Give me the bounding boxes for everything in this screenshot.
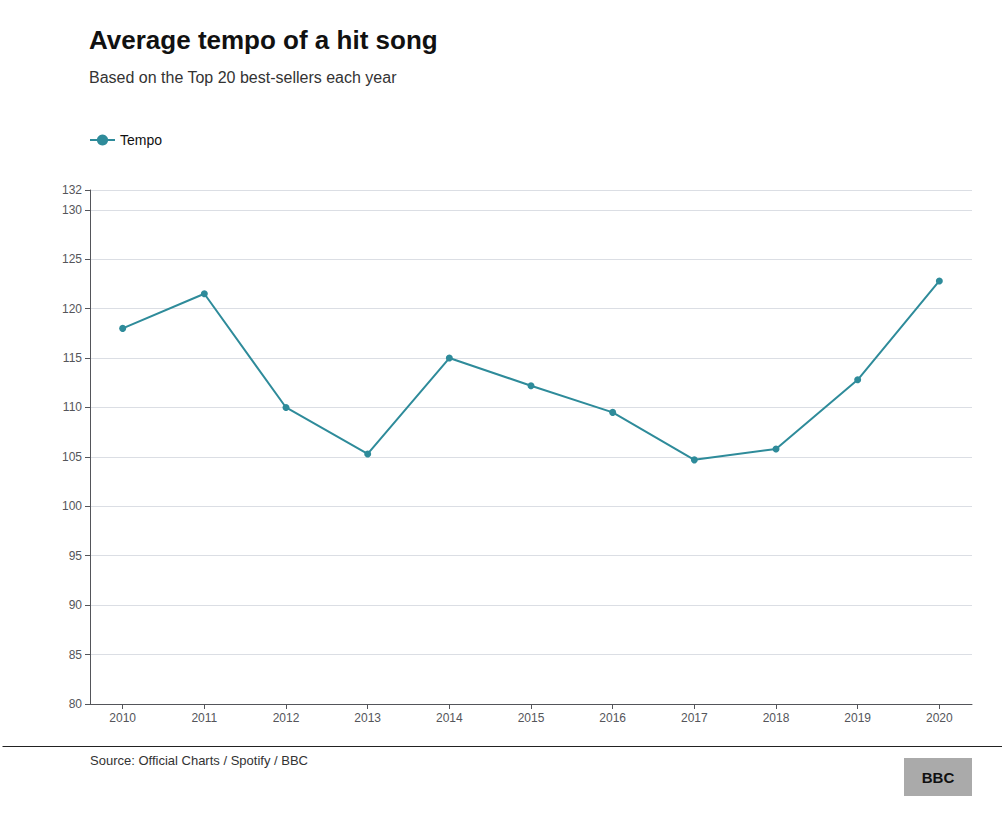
svg-text:2019: 2019 xyxy=(844,711,871,725)
svg-text:90: 90 xyxy=(69,598,83,612)
svg-text:Average tempo of a hit song: Average tempo of a hit song xyxy=(89,25,438,55)
svg-text:2014: 2014 xyxy=(436,711,463,725)
svg-text:130: 130 xyxy=(62,203,82,217)
svg-text:100: 100 xyxy=(62,499,82,513)
svg-text:2017: 2017 xyxy=(681,711,708,725)
svg-text:2016: 2016 xyxy=(599,711,626,725)
svg-text:125: 125 xyxy=(62,252,82,266)
svg-text:2015: 2015 xyxy=(518,711,545,725)
svg-text:85: 85 xyxy=(69,648,83,662)
svg-text:115: 115 xyxy=(63,351,82,365)
svg-text:2013: 2013 xyxy=(354,711,381,725)
svg-text:Tempo: Tempo xyxy=(120,132,162,148)
svg-text:110: 110 xyxy=(63,400,82,414)
svg-text:95: 95 xyxy=(69,549,83,563)
svg-text:132: 132 xyxy=(62,183,82,197)
svg-text:Source: Official Charts / Spot: Source: Official Charts / Spotify / BBC xyxy=(90,753,308,768)
svg-text:2018: 2018 xyxy=(763,711,790,725)
svg-text:2020: 2020 xyxy=(926,711,953,725)
svg-text:2011: 2011 xyxy=(191,711,217,725)
svg-text:Based on the Top 20 best-selle: Based on the Top 20 best-sellers each ye… xyxy=(89,69,397,86)
svg-text:2012: 2012 xyxy=(273,711,300,725)
svg-text:120: 120 xyxy=(62,302,82,316)
svg-text:105: 105 xyxy=(62,450,82,464)
svg-text:2010: 2010 xyxy=(109,711,136,725)
svg-text:BBC: BBC xyxy=(922,769,955,786)
svg-text:80: 80 xyxy=(69,697,83,711)
